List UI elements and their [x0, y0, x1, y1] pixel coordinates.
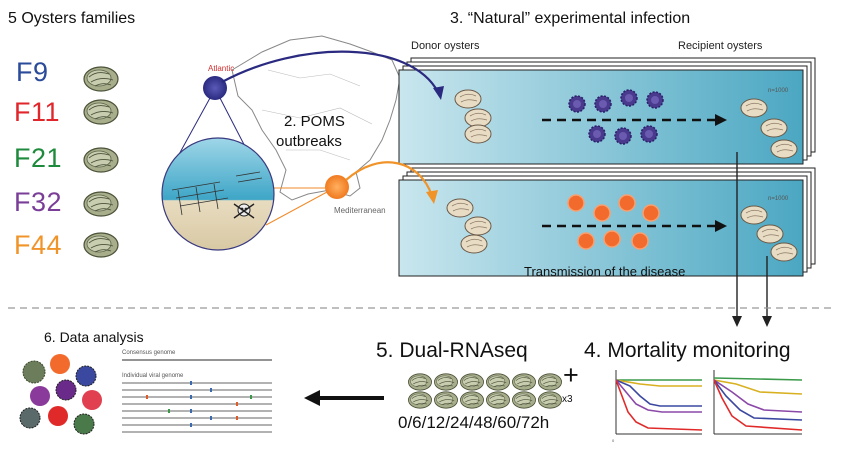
atlantic-label: Atlantic	[208, 64, 235, 73]
mediterranean-spot	[325, 175, 349, 199]
plus-sign: +	[563, 360, 579, 390]
outbreak-label-line2: outbreaks	[276, 133, 342, 150]
skull-icon	[233, 203, 255, 219]
mediterranean-label: Mediterranean	[334, 206, 386, 215]
svg-text:0: 0	[612, 438, 615, 443]
infection-title: 3. “Natural” experimental infection	[450, 10, 691, 27]
atlantic-spot	[203, 76, 227, 100]
recipient-label: Recipient oysters	[678, 40, 763, 52]
mortality-plot-2	[713, 370, 803, 435]
family-label-f11: F11	[14, 97, 61, 127]
n-label-top: n=1000	[768, 88, 789, 94]
virus-cluster	[19, 354, 102, 435]
genome-panel	[122, 359, 272, 433]
family-label-f44: F44	[14, 230, 63, 260]
outbreak-label-line1: 2. POMS	[284, 113, 345, 130]
family-label-f21: F21	[14, 143, 63, 173]
n-label-bottom: n=1000	[768, 196, 789, 202]
bottom-tank	[398, 179, 804, 277]
rnaseq-replicates: x3	[562, 394, 573, 405]
family-label-f32: F32	[14, 187, 63, 217]
analysis-title: 6. Data analysis	[44, 329, 144, 345]
rnaseq-oyster-grid	[408, 373, 562, 409]
mortality-title: 4. Mortality monitoring	[584, 339, 791, 362]
rnaseq-timepoints: 0/6/12/24/48/60/72h	[398, 413, 550, 432]
family-label-f9: F9	[16, 57, 49, 87]
transmission-label: Transmission of the disease	[524, 264, 686, 279]
top-tank	[398, 69, 804, 165]
individual-label: Individual viral genome	[122, 373, 184, 379]
consensus-label: Consensus genome	[122, 350, 176, 356]
mortality-plot-1: 0	[612, 370, 703, 443]
families-title: 5 Oysters families	[8, 10, 136, 27]
donor-label: Donor oysters	[411, 40, 480, 52]
rnaseq-title: 5. Dual-RNAseq	[376, 339, 528, 362]
beach-scene	[161, 137, 275, 251]
